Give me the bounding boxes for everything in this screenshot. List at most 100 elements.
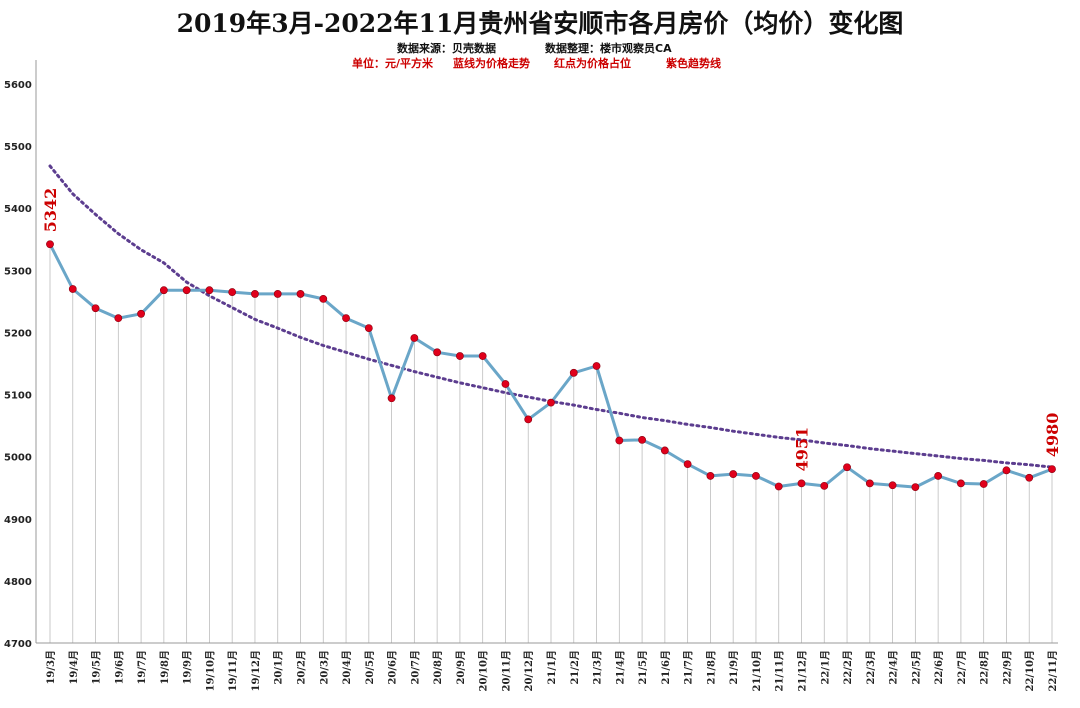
price-dot	[752, 472, 760, 480]
chart-title: 2019年3月-2022年11月贵州省安顺市各月房价（均价）变化图	[176, 9, 904, 38]
x-tick-label: 19/8月	[159, 650, 171, 685]
value-annotation: 4951	[793, 427, 812, 472]
x-tick-label: 19/12月	[250, 650, 262, 691]
price-dot	[501, 380, 510, 388]
y-tick-label: 5000	[4, 453, 32, 464]
x-tick-label: 20/2月	[296, 650, 308, 685]
price-dot	[46, 240, 54, 249]
y-tick-label: 5300	[4, 266, 32, 277]
price-dot	[592, 362, 601, 370]
x-tick-label: 22/9月	[1001, 650, 1013, 685]
x-tick-label: 21/9月	[728, 650, 740, 685]
x-tick-label: 20/11月	[500, 650, 512, 691]
price-dot	[911, 483, 920, 492]
x-tick-label: 19/9月	[182, 650, 194, 685]
price-dot	[979, 480, 988, 488]
price-dot	[820, 481, 829, 490]
x-tick-label: 19/7月	[136, 650, 148, 685]
y-tick-label: 5100	[4, 391, 32, 402]
x-tick-label: 22/1月	[819, 650, 831, 685]
y-tick-label: 5500	[4, 142, 32, 153]
x-tick-label: 22/5月	[910, 650, 922, 685]
x-tick-label: 21/6月	[660, 650, 672, 685]
y-tick-label: 5600	[4, 80, 32, 91]
price-dot	[456, 352, 464, 360]
price-dot	[683, 460, 692, 469]
price-dot	[1048, 465, 1056, 473]
x-tick-label: 21/2月	[569, 650, 581, 685]
x-tick-label: 19/11月	[227, 650, 239, 691]
x-tick-label: 21/10月	[751, 650, 763, 691]
price-dot	[342, 314, 350, 323]
legend-trend-note: 紫色趋势线	[666, 57, 721, 70]
axes	[35, 60, 1058, 644]
price-dot	[729, 470, 738, 478]
price-dot	[387, 394, 396, 403]
x-tick-label: 21/12月	[797, 650, 809, 691]
price-dot	[615, 436, 624, 445]
price-dot	[137, 309, 145, 318]
price-dot	[865, 479, 874, 488]
price-dot	[1002, 466, 1011, 475]
value-annotation: 4980	[1043, 413, 1062, 458]
value-annotations: 5342 4951 4980	[41, 188, 1062, 472]
x-tick-label: 20/3月	[318, 650, 330, 685]
x-tick-label: 22/8月	[979, 650, 991, 685]
price-dot	[251, 290, 259, 298]
price-dot	[888, 481, 897, 490]
price-dot	[934, 472, 943, 480]
legend-line-note: 蓝线为价格走势	[453, 57, 530, 70]
price-dot	[273, 290, 282, 298]
y-tick-label: 4700	[4, 639, 32, 650]
price-dot	[547, 398, 555, 407]
price-dot	[569, 368, 578, 377]
price-dot	[410, 334, 419, 342]
x-tick-label: 21/5月	[637, 650, 649, 685]
x-tick-label: 21/8月	[705, 650, 717, 685]
price-dot	[638, 435, 646, 444]
y-tick-label: 5400	[4, 204, 32, 215]
x-tick-label: 20/12月	[523, 650, 535, 691]
legend-dots-note: 红点为价格占位	[554, 57, 631, 70]
price-dot	[205, 286, 214, 295]
price-dot	[478, 352, 487, 360]
x-tick-label: 20/5月	[364, 650, 376, 685]
x-tick-label: 22/10月	[1024, 650, 1036, 691]
data-source-note: 数据来源：贝壳数据	[397, 42, 496, 55]
price-dot	[774, 482, 783, 491]
price-dot	[159, 286, 168, 295]
x-tick-label: 22/7月	[956, 650, 968, 685]
price-dot	[957, 479, 965, 488]
x-axis-labels: 19/3月 19/4月 19/5月 19/6月 19/7月 19/8月 19/9月 19/10…	[45, 650, 1059, 691]
price-dot	[228, 288, 237, 296]
y-axis-labels: 4700 4800 4900 5000 5100 5200 5300 5400 5500 5600	[4, 80, 32, 650]
x-tick-label: 21/11月	[774, 650, 786, 691]
x-tick-label: 20/9月	[455, 650, 467, 685]
price-dot	[68, 285, 77, 293]
y-tick-label: 4900	[4, 515, 32, 526]
y-tick-label: 5200	[4, 328, 32, 339]
x-tick-label: 20/7月	[409, 650, 421, 685]
x-tick-label: 19/3月	[45, 650, 57, 685]
price-dot	[706, 472, 715, 480]
price-dot	[797, 479, 806, 488]
x-tick-label: 22/2月	[842, 650, 854, 685]
price-dot	[843, 463, 851, 472]
x-tick-label: 21/3月	[592, 650, 604, 685]
x-tick-label: 21/7月	[683, 650, 695, 685]
x-tick-label: 20/8月	[432, 650, 444, 685]
price-dots	[46, 240, 1056, 492]
x-tick-label: 22/6月	[933, 650, 945, 685]
unit-note: 单位：元/平方米	[352, 57, 434, 70]
price-dot	[433, 348, 442, 357]
x-tick-label: 22/3月	[865, 650, 877, 685]
x-tick-label: 19/10月	[204, 650, 216, 691]
x-tick-label: 20/6月	[387, 650, 399, 685]
x-tick-label: 22/4月	[888, 650, 900, 685]
price-dot	[1025, 473, 1034, 482]
price-dot	[364, 324, 373, 332]
price-dot	[319, 295, 328, 303]
x-tick-label: 20/1月	[273, 650, 285, 685]
value-annotation: 5342	[41, 188, 60, 233]
